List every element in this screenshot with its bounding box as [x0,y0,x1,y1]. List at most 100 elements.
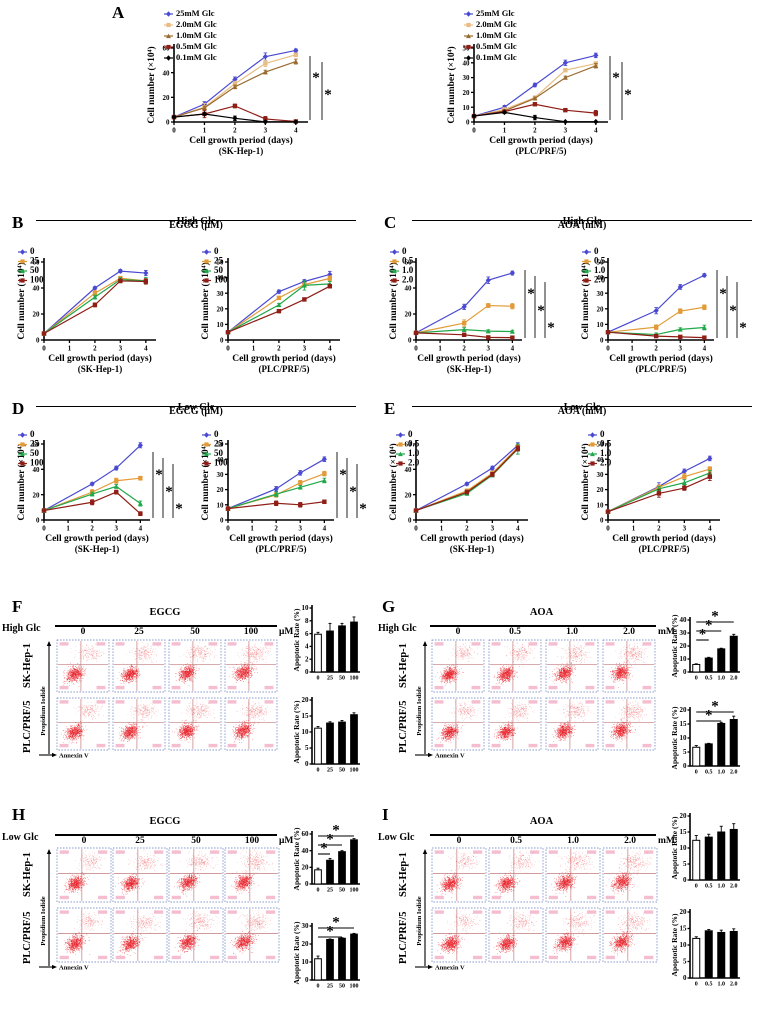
y-tick-label: 10 [302,604,310,612]
y-tick-label: 30 [680,629,688,637]
x-tick-label: 0 [695,884,698,890]
x-tick-label: 4 [144,345,148,353]
line-chart: 0 20 40 60 0 1 2 3 4 Cell number (×10⁴) Cell growt… [146,8,332,156]
flow-plot-cell [431,697,485,751]
flow-cytometry-plot [431,639,485,693]
x-axis-title: Cell growth period (days) [189,135,293,146]
y-tick-label: 20 [302,864,310,872]
legend-label: 25 [30,256,40,266]
significance-marker: * [547,320,555,336]
legend-label: 25mM Glc [476,8,515,18]
x-tick-label: 0 [606,525,610,533]
dose-label: 1.0 [546,627,598,637]
flow-plot-cell [112,847,168,903]
flow-cytometry-plot [168,639,222,693]
panel-F-condition: High Glc [2,623,41,634]
data-point [113,483,119,489]
y-tick-label: 20 [405,491,413,499]
y-tick-label: 10 [680,844,688,852]
x-tick-label: 0 [172,127,176,135]
x-tick-label: 2.0 [730,770,738,776]
data-point [678,308,683,314]
data-point [201,105,207,111]
significance-marker: * [527,286,535,302]
significance-marker: * [705,708,713,724]
data-point [204,461,209,466]
flow-cytometry-plot [488,697,542,751]
data-point [138,511,143,516]
bar [692,839,701,881]
y-tick-label: 60 [163,45,171,53]
annexin-axis: Annexin V [39,965,89,972]
legend-label: 0 [214,429,219,439]
x-tick-label: 100 [350,888,359,894]
data-point [293,59,299,64]
cell-line-label: (PLC/PRF/5) [639,544,690,554]
y-tick-label: 40 [405,466,413,474]
data-point [276,302,282,308]
legend-label: 0 [600,429,605,439]
flow-plot-cell [545,639,599,693]
series-2.0 [605,330,707,340]
chart-A-right: 0 10 20 30 40 50 0 1 2 3 4 Cell number (×10⁴) Cell g… [440,6,636,182]
event-cloud [435,642,482,686]
panel-G-condition: High Glc [378,623,417,634]
line-chart: 0 20 40 60 0 1 2 3 4 Cell number (×10⁴) Cell growt… [388,246,555,374]
y-tick-label: 40 [33,466,41,474]
y-tick-label: 40 [217,456,225,464]
legend-label: 0 [408,429,413,439]
y-tick-label: 60 [405,259,413,267]
data-point [584,249,589,255]
x-tick-label: 2.0 [730,676,738,682]
data-point [593,118,599,125]
y-tick-label: 20 [680,908,688,916]
data-point [92,302,98,308]
panel-H-condition: Low Glc [2,832,38,843]
data-point [262,69,268,75]
data-point [276,295,282,301]
data-point [398,432,403,438]
pi-axis: Propidium Iodide [40,641,52,754]
data-point [321,477,327,483]
legend-label: 25 [214,439,224,449]
data-point [702,305,707,310]
legend-label: 25 [30,439,40,449]
flow-cytometry-plot [224,907,280,963]
bar [704,930,713,979]
x-tick-label: 3 [564,127,568,135]
panel-I-treatment: AOA [434,816,649,827]
data-point [204,249,209,255]
data-point [232,76,238,83]
event-cloud [231,849,274,894]
data-point [413,508,419,513]
flow-plot-cell [112,907,168,963]
data-point [118,278,123,284]
row-label-sk: SK-Hep-1 [398,848,412,902]
event-cloud [551,850,595,897]
x-tick-label: 1 [68,345,72,353]
flow-cytometry-plot [112,907,168,963]
y-axis-title: Apoptotic Rate (%) [292,921,301,984]
x-tick-label: 25 [327,888,333,894]
data-point [293,52,299,57]
x-axis-title: Cell growth period (days) [612,533,716,544]
chart-B-left: 0 20 40 60 0 1 2 3 4 Cell number (×10⁴) Cell growt… [4,246,170,398]
dose-label: 0.5 [489,627,541,637]
pi-axis: Propidium Iodide [416,849,428,966]
bar [326,939,334,981]
event-cloud [64,911,109,955]
y-axis-title: Cell number (×10⁴) [388,443,399,520]
data-point [276,288,282,295]
y-tick-label: 6 [305,630,309,638]
legend-label: 0.5 [408,439,420,449]
event-cloud [551,701,594,742]
data-point [532,95,538,101]
y-tick-label: 40 [597,456,605,464]
legend-label: 1.0mM Glc [476,30,517,40]
data-point [392,259,397,264]
data-point [20,268,25,274]
bar [729,930,738,979]
